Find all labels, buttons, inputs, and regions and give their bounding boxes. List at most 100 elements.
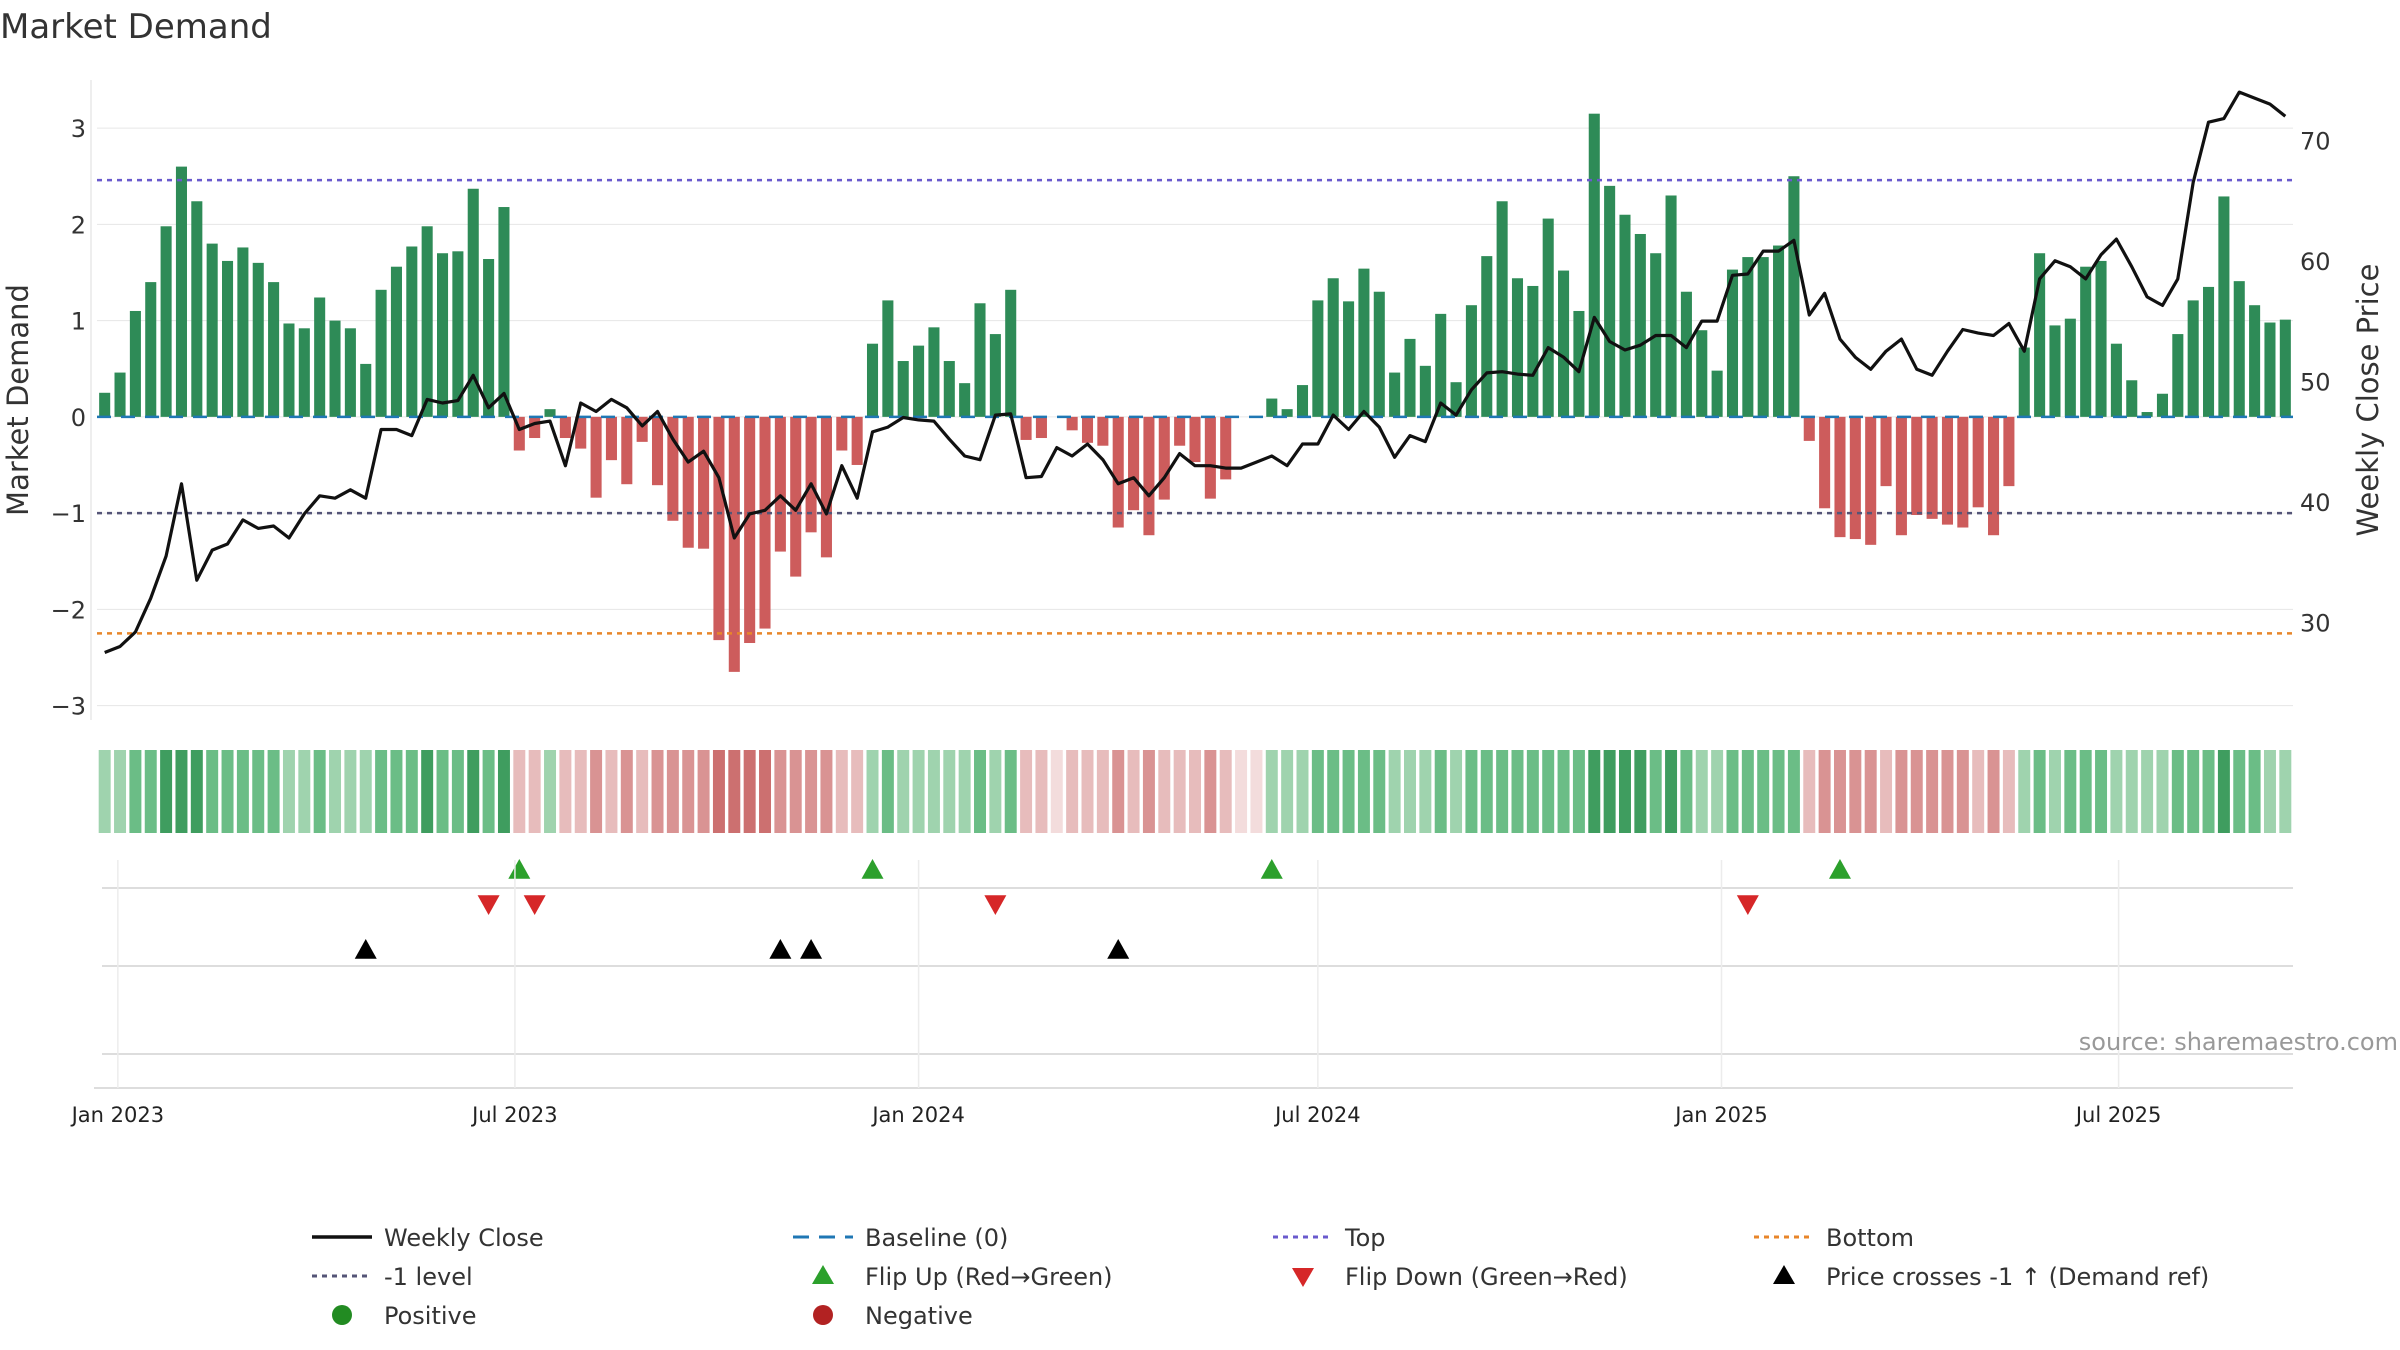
demand-bar-negative bbox=[774, 416, 786, 552]
heat-cell-positive bbox=[544, 750, 557, 833]
heat-cell-positive bbox=[313, 750, 326, 833]
legend-positive-entry: Positive bbox=[332, 1302, 477, 1330]
demand-bar-negative bbox=[513, 416, 525, 451]
demand-bar-positive bbox=[1404, 338, 1416, 417]
demand-bar-positive bbox=[1588, 113, 1600, 417]
heat-cell-positive bbox=[1711, 750, 1724, 833]
demand-bar-positive bbox=[344, 328, 356, 417]
heat-cell-positive bbox=[405, 750, 418, 833]
demand-bar-positive bbox=[1312, 300, 1324, 417]
heat-cell-positive bbox=[206, 750, 219, 833]
heat-cell-negative bbox=[1096, 750, 1109, 833]
demand-bar-positive bbox=[206, 243, 218, 417]
demand-bar-negative bbox=[1081, 416, 1094, 443]
heat-cell-positive bbox=[974, 750, 986, 833]
legend-top-entry: Top bbox=[1273, 1224, 1386, 1252]
legend-price-crosses-1-demand-ref-entry: Price crosses -1 ↑ (Demand ref) bbox=[1773, 1263, 2209, 1291]
heat-cell-positive bbox=[175, 750, 188, 833]
heat-cell-negative bbox=[820, 750, 833, 833]
heat-cell-positive bbox=[2263, 750, 2276, 833]
legend-baseline-0-entry: Baseline (0) bbox=[793, 1224, 1008, 1252]
heat-cell-negative bbox=[1189, 750, 1201, 833]
demand-bar-positive bbox=[2018, 347, 2030, 417]
heat-cell-positive bbox=[1388, 750, 1401, 833]
left-tick-label: 1 bbox=[71, 308, 86, 336]
heat-cell-positive bbox=[98, 750, 111, 833]
demand-bar-positive bbox=[1542, 218, 1554, 417]
heat-cell-positive bbox=[1726, 750, 1739, 833]
heat-cell-positive bbox=[267, 750, 280, 833]
demand-bar-positive bbox=[974, 303, 986, 417]
heat-cell-positive bbox=[2079, 750, 2092, 833]
heat-cell-negative bbox=[1926, 750, 1939, 833]
heat-cell-negative bbox=[1895, 750, 1908, 833]
demand-bar-negative bbox=[1849, 416, 1861, 540]
heat-cell-positive bbox=[1572, 750, 1585, 833]
date-tick-label: Jan 2024 bbox=[870, 1103, 965, 1127]
heat-cell-negative bbox=[1127, 750, 1140, 833]
price-cross-marker bbox=[800, 939, 823, 959]
demand-bar-positive bbox=[1665, 195, 1677, 417]
demand-bar-positive bbox=[1005, 289, 1017, 417]
heat-cell-negative bbox=[835, 750, 848, 833]
price-cross-marker bbox=[769, 939, 792, 959]
date-axis: Jan 2023 Jul 2023 Jan 2024 Jul 2024 Jan 2025… bbox=[70, 860, 2161, 1127]
demand-bar-negative bbox=[744, 416, 756, 644]
legend-triangle-up-swatch bbox=[1773, 1265, 1795, 1284]
heat-cell-positive bbox=[1665, 750, 1678, 833]
heat-cell-negative bbox=[651, 750, 664, 833]
legend-weekly-close-entry: Weekly Close bbox=[312, 1224, 544, 1252]
demand-bar-positive bbox=[544, 409, 556, 417]
demand-bar-positive bbox=[2064, 318, 2076, 417]
price-cross-panel bbox=[102, 939, 2293, 967]
demand-bar-positive bbox=[2156, 393, 2168, 417]
demand-bar-positive bbox=[1558, 270, 1570, 417]
demand-bar-negative bbox=[1865, 416, 1877, 545]
demand-bar-positive bbox=[1788, 176, 1800, 417]
heat-cell-negative bbox=[1910, 750, 1923, 833]
heat-cell-negative bbox=[590, 750, 603, 833]
legend-label: Flip Up (Red→Green) bbox=[865, 1263, 1113, 1291]
heat-cell-positive bbox=[2279, 750, 2292, 833]
heat-cell-negative bbox=[559, 750, 572, 833]
demand-bar-positive bbox=[99, 392, 111, 417]
legend-label: Negative bbox=[865, 1302, 973, 1330]
demand-bar-negative bbox=[1895, 416, 1907, 536]
heat-cell-positive bbox=[1480, 750, 1493, 833]
date-tick-label: Jan 2023 bbox=[70, 1103, 165, 1127]
demand-bar-positive bbox=[375, 289, 387, 417]
demand-bar-negative bbox=[1972, 416, 1984, 508]
heat-cell-negative bbox=[1941, 750, 1954, 833]
heat-cell-positive bbox=[1741, 750, 1754, 833]
heat-cell-negative bbox=[636, 750, 649, 833]
heat-cell-negative bbox=[759, 750, 772, 833]
heat-cell-positive bbox=[2064, 750, 2077, 833]
heat-cell-negative bbox=[1818, 750, 1831, 833]
right-tick-label: 60 bbox=[2300, 248, 2331, 276]
heat-cell-positive bbox=[2018, 750, 2031, 833]
legend-bottom-entry: Bottom bbox=[1754, 1224, 1914, 1252]
demand-bar-negative bbox=[1143, 416, 1155, 536]
heat-cell-negative bbox=[774, 750, 787, 833]
legend-label: -1 level bbox=[384, 1263, 473, 1291]
heat-cell-negative bbox=[728, 750, 741, 833]
demand-bar-positive bbox=[1435, 313, 1447, 417]
demand-bar-positive bbox=[1450, 382, 1462, 417]
demand-bar-positive bbox=[1696, 330, 1708, 417]
flip-down-marker bbox=[477, 895, 500, 915]
heat-cell-negative bbox=[1142, 750, 1155, 833]
demand-bar-positive bbox=[498, 207, 510, 417]
demand-bar-negative bbox=[728, 416, 740, 672]
heat-cell-positive bbox=[160, 750, 173, 833]
demand-bar-positive bbox=[360, 363, 372, 417]
demand-bar-positive bbox=[2187, 300, 2199, 417]
demand-bar-negative bbox=[1189, 416, 1201, 463]
heat-cell-positive bbox=[1511, 750, 1524, 833]
heat-cell-negative bbox=[697, 750, 710, 833]
heat-cell-negative bbox=[743, 750, 756, 833]
heat-cell-positive bbox=[2156, 750, 2169, 833]
date-tick-label: Jul 2024 bbox=[1273, 1103, 1360, 1127]
heat-cell-negative bbox=[1219, 750, 1232, 833]
demand-bar-positive bbox=[483, 259, 495, 417]
demand-bar-positive bbox=[2049, 325, 2061, 417]
